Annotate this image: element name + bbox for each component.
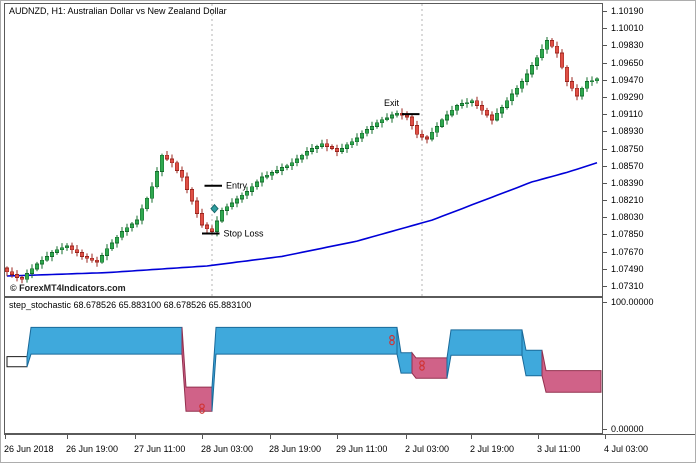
price-axis-label: 1.08390 <box>611 178 644 188</box>
price-tick <box>603 217 607 218</box>
time-tick <box>406 435 407 439</box>
trade-annotation-label: Entry <box>226 181 248 191</box>
indicator-svg <box>6 326 602 414</box>
chart-symbol-header: AUDNZD, H1: Australian Dollar vs New Zea… <box>9 6 227 16</box>
price-tick <box>603 234 607 235</box>
price-tick <box>603 183 607 184</box>
price-tick <box>603 45 607 46</box>
price-axis-label: 1.07310 <box>611 281 644 291</box>
price-tick <box>603 80 607 81</box>
signal-marker-icon <box>199 408 205 414</box>
price-tick <box>603 286 607 287</box>
price-tick <box>603 114 607 115</box>
signal-marker-icon <box>419 365 425 371</box>
time-axis-label: 28 Jun 03:00 <box>201 444 254 454</box>
time-tick <box>471 435 472 439</box>
time-tick <box>337 435 338 439</box>
indicator-tick <box>603 429 607 430</box>
main-chart-area[interactable]: Entry Stop Loss Exit AUDNZD, H1: Australia… <box>4 3 603 297</box>
price-tick <box>603 131 607 132</box>
price-axis-label: 1.08750 <box>611 144 644 154</box>
price-axis-label: 1.07670 <box>611 247 644 257</box>
price-axis-label: 1.08030 <box>611 212 644 222</box>
time-axis-label: 3 Jul 11:00 <box>537 444 581 454</box>
price-axis-label: 1.07850 <box>611 229 644 239</box>
signal-marker-icon <box>389 339 395 346</box>
price-tick <box>603 97 607 98</box>
price-tick <box>603 200 607 201</box>
time-tick <box>67 435 68 439</box>
time-axis-label: 26 Jun 19:00 <box>66 444 119 454</box>
price-axis-label: 1.07490 <box>611 264 644 274</box>
trade-annotation-label: Exit <box>384 98 400 108</box>
price-tick <box>603 252 607 253</box>
time-tick <box>202 435 203 439</box>
price-axis-label: 1.10190 <box>611 6 644 16</box>
indicator-tick <box>603 302 607 303</box>
price-axis-label: 1.08210 <box>611 195 644 205</box>
indicator-axis-label: 100.00000 <box>611 297 654 307</box>
price-axis-label: 1.09830 <box>611 40 644 50</box>
time-axis-label: 4 Jul 03:00 <box>604 444 649 454</box>
price-tick <box>603 149 607 150</box>
indicator-header: step_stochastic 68.678526 65.883100 68.6… <box>9 300 252 310</box>
time-axis-label: 2 Jul 03:00 <box>405 444 450 454</box>
price-axis-label: 1.09290 <box>611 92 644 102</box>
price-tick <box>603 269 607 270</box>
price-axis-label: 1.08570 <box>611 161 644 171</box>
price-axis-label: 1.09110 <box>611 109 643 119</box>
time-tick <box>5 435 6 439</box>
price-tick <box>603 63 607 64</box>
time-tick <box>605 435 606 439</box>
price-axis[interactable]: 1.10190 1.10010 1.09830 1.09650 1.09470 1.092… <box>603 3 695 297</box>
trade-annotation-label: Stop Loss <box>224 229 265 239</box>
price-axis-label: 1.10010 <box>611 23 644 33</box>
time-axis-label: 28 Jun 19:00 <box>269 444 322 454</box>
time-tick <box>135 435 136 439</box>
indicator-axis-label: 0.00000 <box>611 424 644 434</box>
buy-arrow-icon <box>210 203 219 214</box>
price-axis-label: 1.09650 <box>611 58 644 68</box>
time-axis[interactable]: 26 Jun 2018 26 Jun 19:00 27 Jun 11:00 28 Ju… <box>4 434 695 462</box>
watermark: © ForexMT4Indicators.com <box>10 283 126 293</box>
indicator-axis[interactable]: 100.00000 0.00000 <box>603 297 695 434</box>
main-chart-svg: Entry Stop Loss Exit <box>5 4 600 296</box>
price-axis-label: 1.08930 <box>611 126 644 136</box>
price-tick <box>603 28 607 29</box>
time-axis-label: 27 Jun 11:00 <box>134 444 186 454</box>
time-tick <box>538 435 539 439</box>
time-axis-label: 29 Jun 11:00 <box>336 444 388 454</box>
price-tick <box>603 166 607 167</box>
time-axis-label: 26 Jun 2018 <box>4 444 54 454</box>
time-axis-label: 2 Jul 19:00 <box>470 444 515 454</box>
time-tick <box>270 435 271 439</box>
indicator-panel[interactable]: step_stochastic 68.678526 65.883100 68.6… <box>4 297 603 434</box>
price-axis-label: 1.09470 <box>611 75 644 85</box>
price-tick <box>603 11 607 12</box>
